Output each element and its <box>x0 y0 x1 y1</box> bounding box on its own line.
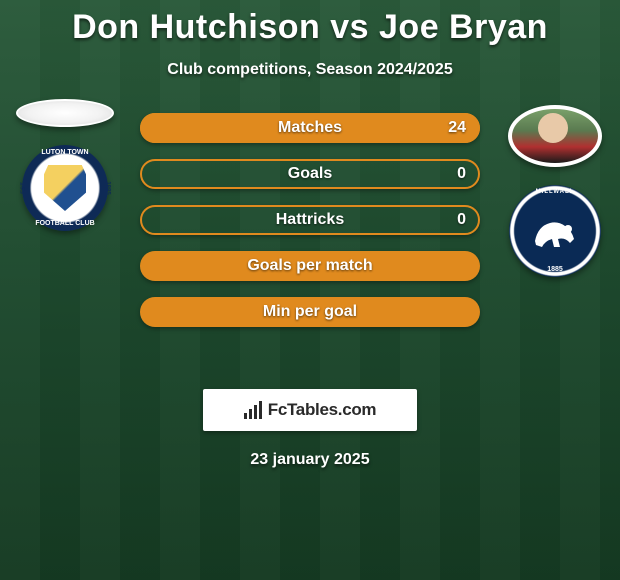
stat-bar: Goals per match <box>140 251 480 281</box>
stat-bars: Matches 24 Goals 0 Hattricks 0 Goals per match… <box>140 113 480 327</box>
stat-label: Goals per match <box>247 257 372 275</box>
club-crest-luton: LUTON TOWN FOOTBALL CLUB EST 1885 <box>22 145 108 231</box>
branding-bars-icon <box>244 401 262 419</box>
comparison-card: Don Hutchison vs Joe Bryan Club competit… <box>0 0 620 580</box>
stat-value-right: 0 <box>457 211 466 229</box>
stat-bar: Matches 24 <box>140 113 480 143</box>
stat-label: Min per goal <box>263 303 357 321</box>
stat-value-right: 24 <box>448 119 466 137</box>
crest-text-top: LUTON TOWN <box>41 149 88 156</box>
lion-icon <box>530 211 580 251</box>
player-right-column: MILLWALL 1885 <box>490 105 620 277</box>
crest-year: 1885 <box>104 181 110 194</box>
crest-year: 1885 <box>547 266 563 273</box>
crest-text-bottom: FOOTBALL CLUB <box>35 220 94 227</box>
stat-label: Matches <box>278 119 342 137</box>
crest-text-top: MILLWALL <box>536 189 575 195</box>
player-left-column: LUTON TOWN FOOTBALL CLUB EST 1885 <box>0 99 130 231</box>
player-left-avatar <box>16 99 114 127</box>
stat-label: Goals <box>288 165 332 183</box>
club-crest-millwall: MILLWALL 1885 <box>509 185 601 277</box>
stat-bar: Min per goal <box>140 297 480 327</box>
date-text: 23 january 2025 <box>0 451 620 469</box>
branding-text: FcTables.com <box>268 400 377 420</box>
subtitle: Club competitions, Season 2024/2025 <box>0 61 620 79</box>
crest-est: EST <box>21 182 27 194</box>
stat-value-right: 0 <box>457 165 466 183</box>
stat-label: Hattricks <box>276 211 344 229</box>
player-right-avatar <box>508 105 602 167</box>
page-title: Don Hutchison vs Joe Bryan <box>0 0 620 47</box>
comparison-area: LUTON TOWN FOOTBALL CLUB EST 1885 MILLWA… <box>0 113 620 363</box>
stat-bar: Hattricks 0 <box>140 205 480 235</box>
branding-badge: FcTables.com <box>203 389 417 431</box>
stat-bar: Goals 0 <box>140 159 480 189</box>
